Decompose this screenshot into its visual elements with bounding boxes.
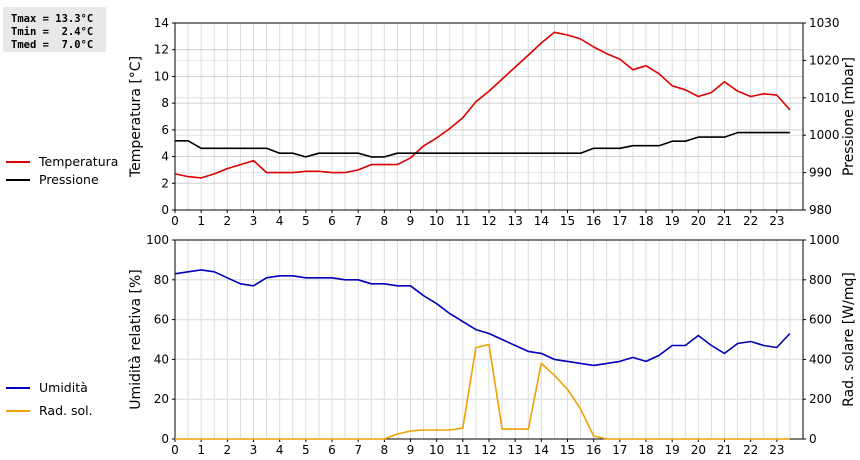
y-right-tick-label: 1020 — [809, 53, 840, 67]
y-left-tick-label: 4 — [161, 150, 169, 164]
x-tick-label: 22 — [743, 214, 758, 228]
y-right-tick-label: 1000 — [809, 233, 840, 247]
y-right-tick-label: 600 — [809, 313, 832, 327]
y-left-tick-label: 2 — [161, 176, 169, 190]
plot-frame — [174, 239, 804, 440]
x-tick-label: 10 — [429, 214, 444, 228]
x-tick-label: 15 — [560, 443, 575, 457]
x-tick-label: 22 — [743, 443, 758, 457]
x-tick-label: 8 — [381, 214, 389, 228]
y-right-tick-label: 980 — [809, 203, 832, 217]
x-tick-label: 6 — [328, 214, 336, 228]
x-tick-label: 1 — [197, 214, 205, 228]
tmin-text: Tmin = 2.4°C — [11, 26, 94, 38]
x-tick-label: 20 — [691, 443, 706, 457]
x-tick-label: 5 — [302, 443, 310, 457]
x-tick-label: 12 — [481, 443, 496, 457]
x-tick-label: 15 — [560, 214, 575, 228]
x-tick-label: 16 — [586, 214, 601, 228]
x-tick-label: 13 — [508, 214, 523, 228]
y-left-tick-label: 0 — [161, 432, 169, 446]
x-tick-label: 14 — [534, 443, 549, 457]
x-tick-label: 9 — [407, 443, 415, 457]
x-tick-label: 11 — [455, 214, 470, 228]
x-tick-label: 8 — [381, 443, 389, 457]
y-left-tick-label: 14 — [154, 16, 169, 30]
x-tick-label: 19 — [665, 214, 680, 228]
x-tick-label: 18 — [638, 214, 653, 228]
x-tick-label: 4 — [276, 443, 284, 457]
x-tick-label: 10 — [429, 443, 444, 457]
x-tick-label: 21 — [717, 443, 732, 457]
y-right-axis-label: Pressione [mbar] — [841, 57, 857, 176]
series-line-pressione — [175, 131, 790, 158]
y-left-tick-label: 100 — [146, 233, 169, 247]
plot-frame — [174, 22, 804, 211]
x-tick-label: 20 — [691, 214, 706, 228]
x-tick-label: 3 — [250, 214, 258, 228]
x-tick-label: 21 — [717, 214, 732, 228]
y-left-tick-label: 40 — [154, 352, 169, 366]
x-tick-label: 7 — [354, 443, 362, 457]
tmed-text: Tmed = 7.0°C — [11, 39, 94, 51]
y-right-tick-label: 400 — [809, 352, 832, 366]
y-left-axis-label: Temperatura [°C] — [128, 56, 144, 178]
x-tick-label: 17 — [612, 443, 627, 457]
legend-label-rad-sol: Rad. sol. — [39, 403, 93, 418]
y-left-tick-label: 60 — [154, 313, 169, 327]
x-tick-label: 4 — [276, 214, 284, 228]
y-right-tick-label: 990 — [809, 166, 832, 180]
y-right-tick-label: 0 — [809, 432, 817, 446]
legend-label-temperatura: Temperatura — [38, 154, 118, 169]
series-line-temperatura — [174, 31, 791, 179]
y-right-tick-label: 1010 — [809, 91, 840, 105]
stats-box: Tmax = 13.3°C Tmin = 2.4°C Tmed = 7.0°C — [3, 7, 106, 52]
series-line-rad-sol — [175, 343, 790, 440]
x-tick-label: 7 — [354, 214, 362, 228]
tmax-text: Tmax = 13.3°C — [11, 13, 94, 25]
x-tick-label: 12 — [481, 214, 496, 228]
x-tick-label: 0 — [171, 214, 179, 228]
x-tick-label: 17 — [612, 214, 627, 228]
legend-label-pressione: Pressione — [39, 172, 99, 187]
x-tick-label: 9 — [407, 214, 415, 228]
x-tick-label: 2 — [224, 443, 232, 457]
x-tick-label: 18 — [638, 443, 653, 457]
y-left-tick-label: 0 — [161, 203, 169, 217]
y-left-tick-label: 80 — [154, 273, 169, 287]
y-right-tick-label: 1030 — [809, 16, 840, 30]
x-tick-label: 2 — [224, 214, 232, 228]
x-tick-label: 1 — [197, 443, 205, 457]
x-tick-label: 23 — [769, 214, 784, 228]
x-tick-label: 16 — [586, 443, 601, 457]
x-tick-label: 11 — [455, 443, 470, 457]
x-tick-label: 0 — [171, 443, 179, 457]
x-tick-label: 14 — [534, 214, 549, 228]
y-left-tick-label: 12 — [154, 43, 169, 57]
legend-label-umidit: Umidità — [39, 380, 88, 395]
y-right-axis-label: Rad. solare [W/mq] — [841, 272, 857, 407]
y-right-tick-label: 1000 — [809, 128, 840, 142]
x-tick-label: 19 — [665, 443, 680, 457]
y-left-tick-label: 6 — [161, 123, 169, 137]
y-right-tick-label: 800 — [809, 273, 832, 287]
x-tick-label: 3 — [250, 443, 258, 457]
x-tick-label: 6 — [328, 443, 336, 457]
x-tick-label: 13 — [508, 443, 523, 457]
y-left-axis-label: Umidità relativa [%] — [128, 269, 144, 410]
y-right-tick-label: 200 — [809, 392, 832, 406]
x-tick-label: 23 — [769, 443, 784, 457]
series-line-umidit — [174, 269, 791, 367]
y-left-tick-label: 20 — [154, 392, 169, 406]
y-left-tick-label: 8 — [161, 96, 169, 110]
x-tick-label: 5 — [302, 214, 310, 228]
y-left-tick-label: 10 — [154, 69, 169, 83]
